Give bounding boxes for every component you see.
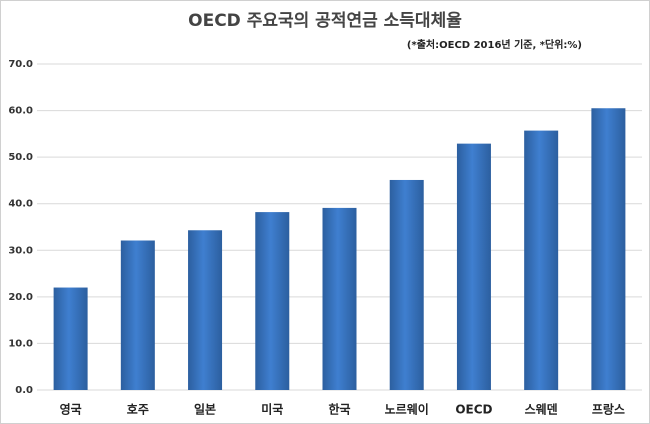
- bar: [255, 212, 290, 390]
- y-tick-label: 70.0: [8, 59, 33, 70]
- bar: [389, 179, 424, 390]
- x-tick-label: 영국: [60, 402, 82, 417]
- y-tick-label: 20.0: [8, 292, 33, 303]
- bar: [188, 230, 223, 390]
- x-tick-label: 미국: [261, 402, 283, 417]
- bar: [120, 240, 155, 390]
- chart-subtitle: (*출처:OECD 2016년 기준, *단위:%): [407, 38, 582, 51]
- y-tick-label: 40.0: [8, 199, 33, 210]
- y-tick-label: 60.0: [8, 106, 33, 117]
- bar: [53, 287, 88, 390]
- x-tick-label: 일본: [194, 403, 216, 417]
- y-tick-label: 10.0: [8, 338, 33, 349]
- x-tick-label: 한국: [328, 402, 350, 417]
- bar: [456, 143, 491, 390]
- bar: [322, 207, 357, 390]
- y-tick-label: 30.0: [8, 245, 33, 256]
- x-tick-label: OECD: [455, 403, 492, 417]
- bar: [524, 130, 559, 390]
- y-tick-label: 0.0: [15, 385, 33, 396]
- chart-title: OECD 주요국의 공적연금 소득대체율: [188, 11, 462, 31]
- x-tick-label: 프랑스: [592, 403, 625, 417]
- x-tick-label: 호주: [127, 403, 149, 417]
- y-tick-label: 50.0: [8, 152, 33, 163]
- x-tick-label: 노르웨이: [385, 402, 429, 417]
- bar: [591, 108, 626, 390]
- x-tick-label: 스웨덴: [525, 402, 558, 417]
